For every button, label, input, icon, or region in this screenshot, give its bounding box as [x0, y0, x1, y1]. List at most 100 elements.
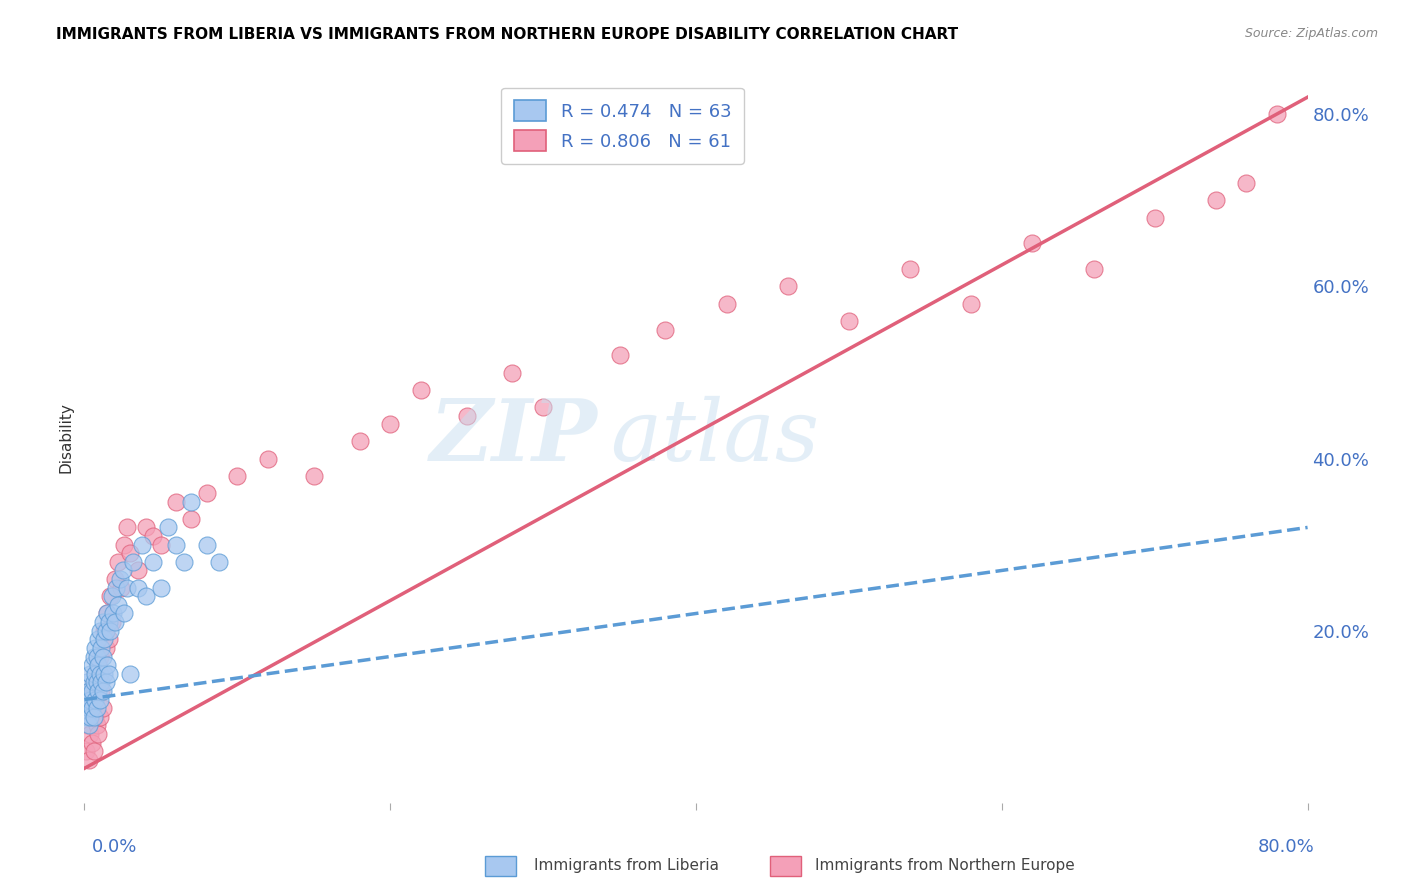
Point: [142, 529, 165, 543]
Text: Immigrants from Northern Europe: Immigrants from Northern Europe: [815, 858, 1076, 872]
Point: [165, 538, 187, 552]
Point: [115, 581, 138, 595]
Point: [409, 383, 432, 397]
Point: [94, 675, 117, 690]
Point: [77, 718, 100, 732]
Text: 80.0%: 80.0%: [1258, 838, 1315, 856]
Point: [89, 692, 111, 706]
Point: [107, 555, 129, 569]
Point: [96, 607, 118, 621]
Point: [195, 538, 218, 552]
Point: [149, 581, 172, 595]
Text: 0.0%: 0.0%: [91, 838, 136, 856]
Point: [502, 366, 524, 380]
Point: [83, 649, 105, 664]
Point: [1236, 176, 1258, 190]
Point: [80, 684, 103, 698]
Point: [1265, 107, 1288, 121]
Point: [77, 701, 100, 715]
Point: [654, 322, 676, 336]
Point: [609, 348, 631, 362]
Point: [149, 538, 172, 552]
Point: [349, 434, 371, 449]
Y-axis label: Disability: Disability: [58, 401, 73, 473]
Point: [86, 718, 108, 732]
Text: IMMIGRANTS FROM LIBERIA VS IMMIGRANTS FROM NORTHERN EUROPE DISABILITY CORRELATIO: IMMIGRANTS FROM LIBERIA VS IMMIGRANTS FR…: [56, 27, 959, 42]
Point: [127, 564, 149, 578]
Point: [83, 675, 105, 690]
Point: [142, 555, 165, 569]
Point: [89, 624, 111, 638]
Point: [101, 589, 124, 603]
Point: [79, 684, 101, 698]
Point: [83, 675, 105, 690]
Point: [1083, 262, 1105, 277]
Point: [84, 666, 107, 681]
Point: [86, 675, 108, 690]
Point: [91, 615, 114, 629]
Point: [1205, 194, 1227, 208]
Point: [101, 615, 124, 629]
Point: [107, 598, 129, 612]
Point: [80, 658, 103, 673]
Point: [173, 555, 195, 569]
Point: [89, 649, 111, 664]
Point: [115, 520, 138, 534]
Point: [91, 649, 114, 664]
Point: [97, 632, 120, 647]
Point: [80, 735, 103, 749]
Point: [104, 572, 127, 586]
Point: [97, 666, 120, 681]
Point: [77, 684, 100, 698]
Point: [76, 710, 98, 724]
Point: [76, 718, 98, 732]
Point: [75, 744, 97, 758]
Point: [90, 684, 112, 698]
Legend: R = 0.474   N = 63, R = 0.806   N = 61: R = 0.474 N = 63, R = 0.806 N = 61: [501, 87, 744, 164]
Point: [87, 684, 110, 698]
Point: [135, 589, 157, 603]
Point: [98, 589, 121, 603]
Point: [76, 675, 98, 690]
Point: [83, 710, 105, 724]
Point: [108, 572, 131, 586]
Point: [127, 581, 149, 595]
Point: [89, 666, 111, 681]
Point: [112, 538, 135, 552]
Point: [96, 658, 118, 673]
Point: [77, 701, 100, 715]
Text: atlas: atlas: [610, 396, 820, 478]
Point: [86, 649, 108, 664]
Point: [97, 615, 120, 629]
Point: [80, 692, 103, 706]
Point: [80, 701, 103, 715]
Point: [111, 564, 134, 578]
Point: [180, 512, 202, 526]
Point: [91, 684, 114, 698]
Point: [960, 296, 983, 310]
Point: [87, 658, 110, 673]
Point: [120, 666, 142, 681]
Point: [79, 666, 101, 681]
Point: [96, 607, 118, 621]
Point: [93, 632, 115, 647]
Point: [84, 710, 107, 724]
Point: [157, 520, 180, 534]
Point: [456, 409, 478, 423]
Point: [79, 692, 101, 706]
Point: [84, 640, 107, 655]
Point: [87, 632, 110, 647]
Point: [87, 727, 110, 741]
Point: [131, 538, 153, 552]
Point: [75, 692, 97, 706]
Point: [226, 468, 249, 483]
Point: [94, 640, 117, 655]
Point: [165, 494, 187, 508]
Point: [195, 486, 218, 500]
Point: [94, 624, 117, 638]
Point: [135, 520, 157, 534]
Point: [93, 666, 115, 681]
Point: [93, 624, 115, 638]
Point: [105, 581, 128, 595]
Point: [838, 314, 860, 328]
